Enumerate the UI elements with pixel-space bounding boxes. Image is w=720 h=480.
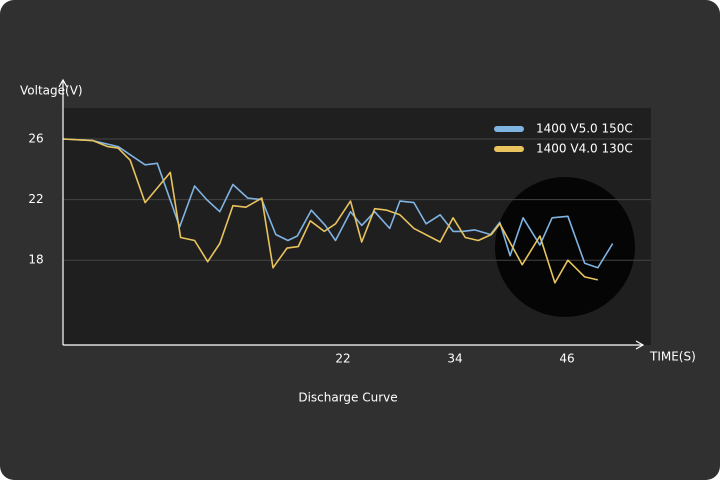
y-axis-arrow — [58, 78, 68, 88]
series-line — [62, 138, 614, 269]
y-tick-label: 18 — [28, 253, 43, 267]
x-tick-label: 22 — [335, 352, 350, 366]
y-tick-label: 22 — [28, 192, 43, 206]
y-tick-label: 26 — [28, 132, 43, 146]
y-axis-label: Voltage(V) — [20, 84, 83, 98]
zoom-circle — [495, 177, 635, 317]
legend-label: 1400 V5.0 150C — [536, 122, 633, 136]
x-axis-arrow — [635, 340, 645, 350]
grid — [63, 138, 651, 261]
chart-title: Discharge Curve — [298, 391, 397, 405]
lines — [62, 138, 614, 284]
legend-swatch — [494, 146, 524, 152]
x-tick-label: 34 — [447, 352, 462, 366]
series-line — [62, 138, 598, 284]
legend: 1400 V5.0 150C 1400 V4.0 130C — [494, 122, 633, 156]
legend-label: 1400 V4.0 130C — [536, 142, 633, 156]
x-axis-label: TIME(S) — [649, 350, 696, 364]
x-tick-label: 46 — [559, 352, 574, 366]
legend-swatch — [494, 126, 524, 132]
